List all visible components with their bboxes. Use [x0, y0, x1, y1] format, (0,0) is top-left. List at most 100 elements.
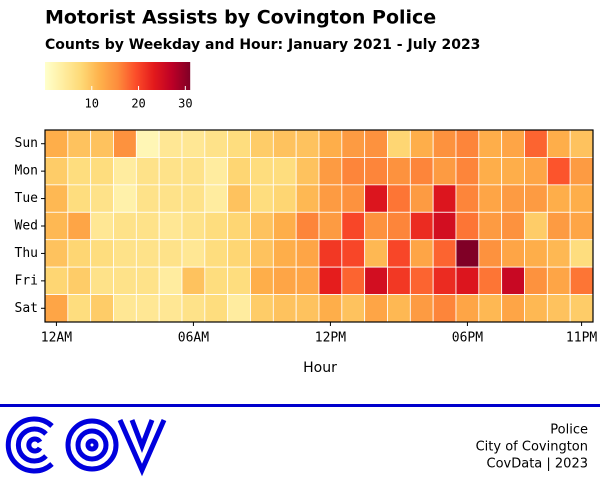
colorbar-segment	[92, 62, 94, 90]
heat-cell	[318, 184, 343, 213]
colorbar-segment	[132, 62, 134, 90]
colorbar-segment	[119, 62, 121, 90]
heat-cell	[318, 211, 343, 241]
heat-cell	[478, 294, 503, 323]
colorbar-segment	[74, 62, 76, 90]
heat-cell	[204, 294, 229, 323]
heat-cell	[227, 184, 251, 213]
colorbar-segment	[113, 62, 115, 90]
heat-cell	[272, 266, 297, 295]
heat-cell	[501, 157, 525, 186]
heat-cell	[250, 294, 274, 323]
heat-cell	[227, 239, 251, 268]
heat-cell	[341, 266, 366, 295]
y-tick-label: Sat	[15, 301, 38, 316]
heat-cell	[501, 239, 525, 268]
heat-cell	[181, 294, 206, 323]
heat-cell	[272, 211, 297, 241]
heat-cell	[204, 266, 229, 295]
heat-cell	[546, 211, 571, 241]
colorbar-segment	[128, 62, 130, 90]
heat-cell	[387, 211, 411, 241]
heat-cell	[44, 129, 69, 158]
heat-cell	[478, 266, 503, 295]
colorbar-segment	[139, 62, 141, 90]
y-tick-label: Tue	[15, 191, 39, 206]
heat-cell	[67, 211, 92, 241]
colorbar-segment	[85, 62, 87, 90]
colorbar-segment	[186, 62, 188, 90]
colorbar-segment	[100, 62, 102, 90]
heat-cell	[524, 239, 548, 268]
colorbar-segment	[157, 62, 159, 90]
heat-cell	[455, 266, 480, 295]
colorbar-segment	[90, 62, 92, 90]
colorbar-segment	[138, 62, 140, 90]
heat-cell	[455, 129, 480, 158]
heat-cell	[455, 211, 480, 241]
heat-cell	[524, 211, 548, 241]
heat-cell	[135, 266, 160, 295]
heat-cell	[341, 294, 366, 323]
heat-cell	[158, 266, 183, 295]
heat-cell	[204, 211, 229, 241]
colorbar-segment	[63, 62, 65, 90]
heat-cell	[158, 129, 183, 158]
heat-cell	[135, 129, 160, 158]
heat-cell	[478, 129, 503, 158]
heat-cell	[204, 239, 229, 268]
heat-cell	[524, 157, 548, 186]
colorbar-segment	[60, 62, 62, 90]
colorbar-segment	[107, 62, 109, 90]
colorbar-segment	[145, 62, 147, 90]
heat-cell	[181, 266, 206, 295]
colorbar-segment	[102, 62, 104, 90]
colorbar-segment	[179, 62, 181, 90]
heat-cell	[364, 211, 388, 241]
heat-cell	[364, 266, 388, 295]
colorbar-segment	[124, 62, 126, 90]
colorbar-segment	[121, 62, 123, 90]
colorbar-segment	[178, 62, 180, 90]
colorbar-segment	[149, 62, 151, 90]
colorbar-segment	[120, 62, 122, 90]
colorbar-segment	[106, 62, 108, 90]
colorbar-segment	[49, 62, 51, 90]
heat-cell	[432, 129, 457, 158]
colorbar-segment	[122, 62, 124, 90]
heat-cell	[295, 266, 320, 295]
colorbar-segment	[48, 62, 50, 90]
colorbar-segment	[103, 62, 105, 90]
colorbar-segment	[84, 62, 86, 90]
colorbar-segment	[182, 62, 184, 90]
colorbar-segment	[160, 62, 162, 90]
colorbar-segment	[97, 62, 99, 90]
heat-cell	[409, 266, 434, 295]
heat-cell	[478, 157, 503, 186]
footer-line: City of Covington	[476, 440, 588, 455]
heat-cell	[387, 294, 411, 323]
x-tick-label: 12AM	[41, 331, 72, 346]
colorbar-segment	[111, 62, 113, 90]
colorbar-segment	[72, 62, 74, 90]
colorbar-segment	[77, 62, 79, 90]
heat-cell	[250, 266, 274, 295]
heat-cell	[524, 129, 548, 158]
heat-cell	[478, 184, 503, 213]
logo	[5, 416, 167, 477]
colorbar-segment	[55, 62, 57, 90]
colorbar-segment	[143, 62, 145, 90]
heat-cell	[158, 184, 183, 213]
colorbar-segment	[79, 62, 81, 90]
colorbar-segment	[164, 62, 166, 90]
colorbar-segment	[175, 62, 177, 90]
colorbar-segment	[187, 62, 189, 90]
colorbar-segment	[61, 62, 63, 90]
heat-cell	[158, 157, 183, 186]
colorbar-segment	[57, 62, 59, 90]
colorbar-segment	[158, 62, 160, 90]
heat-cell	[409, 211, 434, 241]
colorbar-segment	[73, 62, 75, 90]
x-tick-label: 11PM	[566, 331, 597, 346]
